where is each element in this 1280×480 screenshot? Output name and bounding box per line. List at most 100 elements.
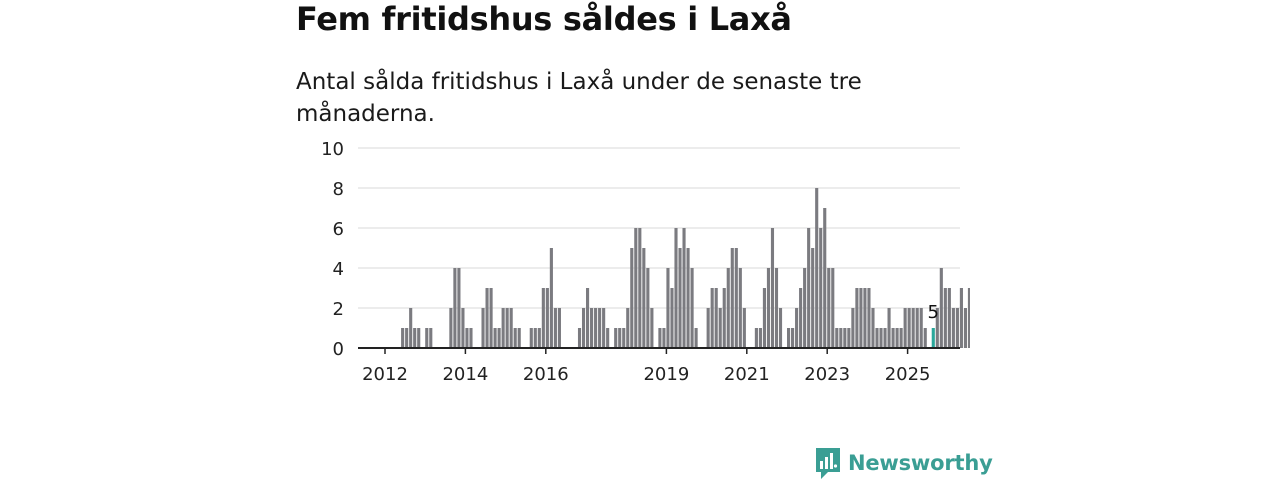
bar [457, 268, 461, 348]
bar [706, 308, 710, 348]
bar [899, 328, 903, 348]
bar [509, 308, 513, 348]
bar [670, 288, 674, 348]
bar [674, 228, 678, 348]
bar [505, 308, 509, 348]
bar [586, 288, 590, 348]
bar-chart: 0 2 4 6 8 10 2012 2014 2016 2019 2021 2023 2025 5 [321, 139, 970, 385]
bar [710, 288, 714, 348]
bar [843, 328, 847, 348]
bar [489, 288, 493, 348]
bar [875, 328, 879, 348]
bar [791, 328, 795, 348]
newsworthy-chart-icon [816, 448, 840, 479]
bars [401, 188, 970, 348]
bar [867, 288, 871, 348]
bar [449, 308, 453, 348]
bar [545, 288, 549, 348]
bar [799, 288, 803, 348]
bar [622, 328, 626, 348]
bar [770, 228, 775, 348]
bar [887, 308, 891, 348]
bar [919, 308, 923, 348]
bar [907, 308, 911, 348]
x-tick-label: 2021 [724, 364, 770, 385]
bar [461, 308, 465, 348]
bar [847, 328, 851, 348]
bar [871, 308, 875, 348]
bar [626, 308, 630, 348]
bar [734, 248, 738, 348]
bar [501, 308, 505, 348]
bar [951, 308, 955, 348]
bar [963, 308, 967, 348]
x-tick-label: 2016 [523, 364, 569, 385]
bar [911, 308, 915, 348]
bar [650, 308, 654, 348]
bar [815, 188, 819, 348]
gridlines [358, 147, 960, 309]
bar [533, 328, 537, 348]
bar [646, 268, 650, 348]
y-axis-ticks: 0 2 4 6 8 10 [321, 139, 344, 360]
bar [859, 288, 863, 348]
bar [453, 268, 457, 348]
bar [819, 228, 823, 348]
bar [541, 288, 545, 348]
bar [903, 308, 907, 348]
bar [598, 308, 602, 348]
bar [425, 328, 429, 348]
bar [666, 268, 670, 348]
brand-name: Newsworthy [848, 451, 993, 475]
y-tick-label: 2 [333, 299, 344, 320]
x-tick-label: 2023 [804, 364, 850, 385]
bar [513, 328, 517, 348]
x-tick-label: 2014 [442, 364, 488, 385]
y-tick-label: 0 [333, 339, 344, 360]
bar [787, 328, 791, 348]
bar [602, 308, 606, 348]
bar [807, 228, 811, 348]
bar [642, 248, 646, 348]
bar [553, 308, 557, 348]
bar [774, 268, 779, 348]
bar [682, 228, 686, 348]
bar [405, 328, 409, 348]
bar [742, 308, 746, 348]
y-tick-label: 6 [333, 219, 344, 240]
bar [803, 268, 807, 348]
bar [686, 248, 690, 348]
bar [967, 288, 970, 348]
bar [581, 308, 586, 348]
bar [465, 328, 469, 348]
bar [658, 328, 662, 348]
bar [778, 308, 783, 348]
bar [557, 308, 561, 348]
bar [537, 328, 541, 348]
bar [630, 248, 634, 348]
bar [943, 288, 947, 348]
x-tick-label: 2019 [643, 364, 689, 385]
bar [947, 288, 951, 348]
bar [714, 288, 718, 348]
bar [529, 328, 533, 348]
data-labels: 5 [928, 302, 939, 323]
bar [590, 308, 594, 348]
bar [895, 328, 899, 348]
bar [762, 288, 766, 348]
bar [726, 268, 730, 348]
chart-title: Fem fritidshus såldes i Laxå [296, 0, 792, 38]
bar [469, 328, 473, 348]
bar [923, 328, 927, 348]
bar [718, 308, 722, 348]
bar [883, 328, 887, 348]
chart-subtitle: Antal sålda fritidshus i Laxå under de s… [296, 69, 862, 127]
bar [863, 288, 867, 348]
x-tick-label: 2025 [885, 364, 931, 385]
bar [429, 328, 433, 348]
bar [935, 308, 939, 348]
bar [939, 268, 943, 348]
bar [549, 248, 553, 348]
bar [401, 328, 405, 348]
bar [497, 328, 501, 348]
